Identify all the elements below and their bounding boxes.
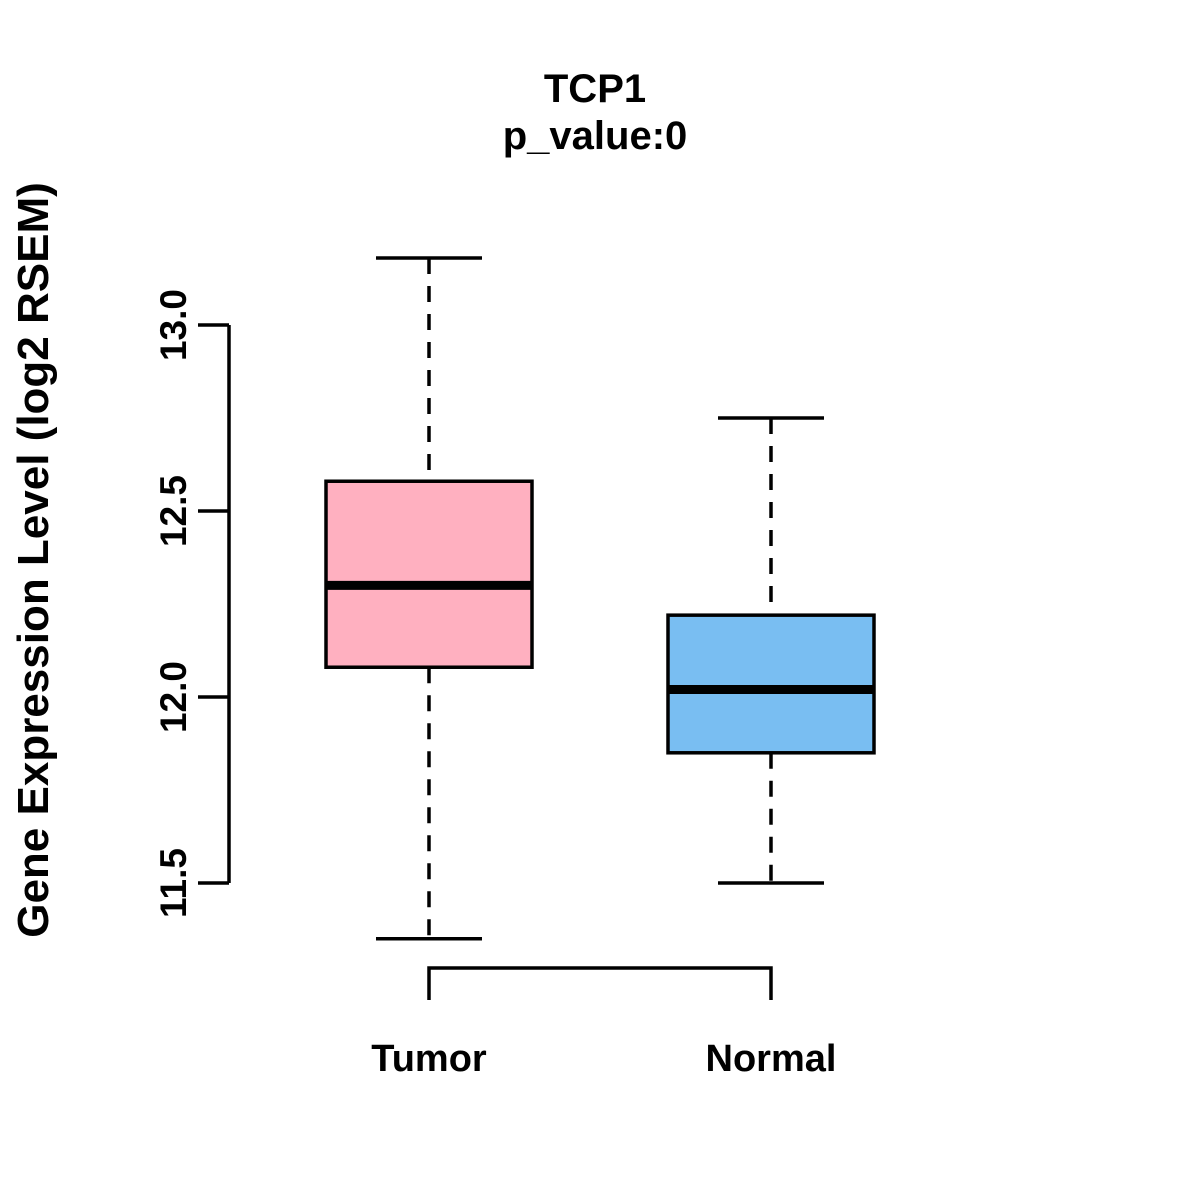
iqr-box (666, 613, 876, 755)
x-axis: Tumor Normal (371, 966, 837, 1080)
title-block: TCP1 p_value:0 (0, 66, 1190, 160)
y-tick-label: 12.0 (153, 661, 194, 733)
iqr-box (324, 479, 534, 669)
chart-subtitle: p_value:0 (502, 114, 688, 158)
y-axis: 11.5 12.0 12.5 13.0 (153, 289, 231, 918)
category-label-normal: Normal (706, 1038, 837, 1080)
normal-boxplot (666, 416, 876, 885)
category-label-tumor: Tumor (371, 1038, 487, 1080)
y-axis-label: Gene Expression Level (log2 RSEM) (9, 182, 58, 938)
y-tick-label: 12.5 (153, 475, 194, 547)
y-tick-label: 11.5 (153, 848, 194, 918)
chart-title: TCP1 (543, 67, 647, 111)
tumor-boxplot (324, 256, 534, 941)
y-tick-label: 13.0 (153, 289, 194, 361)
